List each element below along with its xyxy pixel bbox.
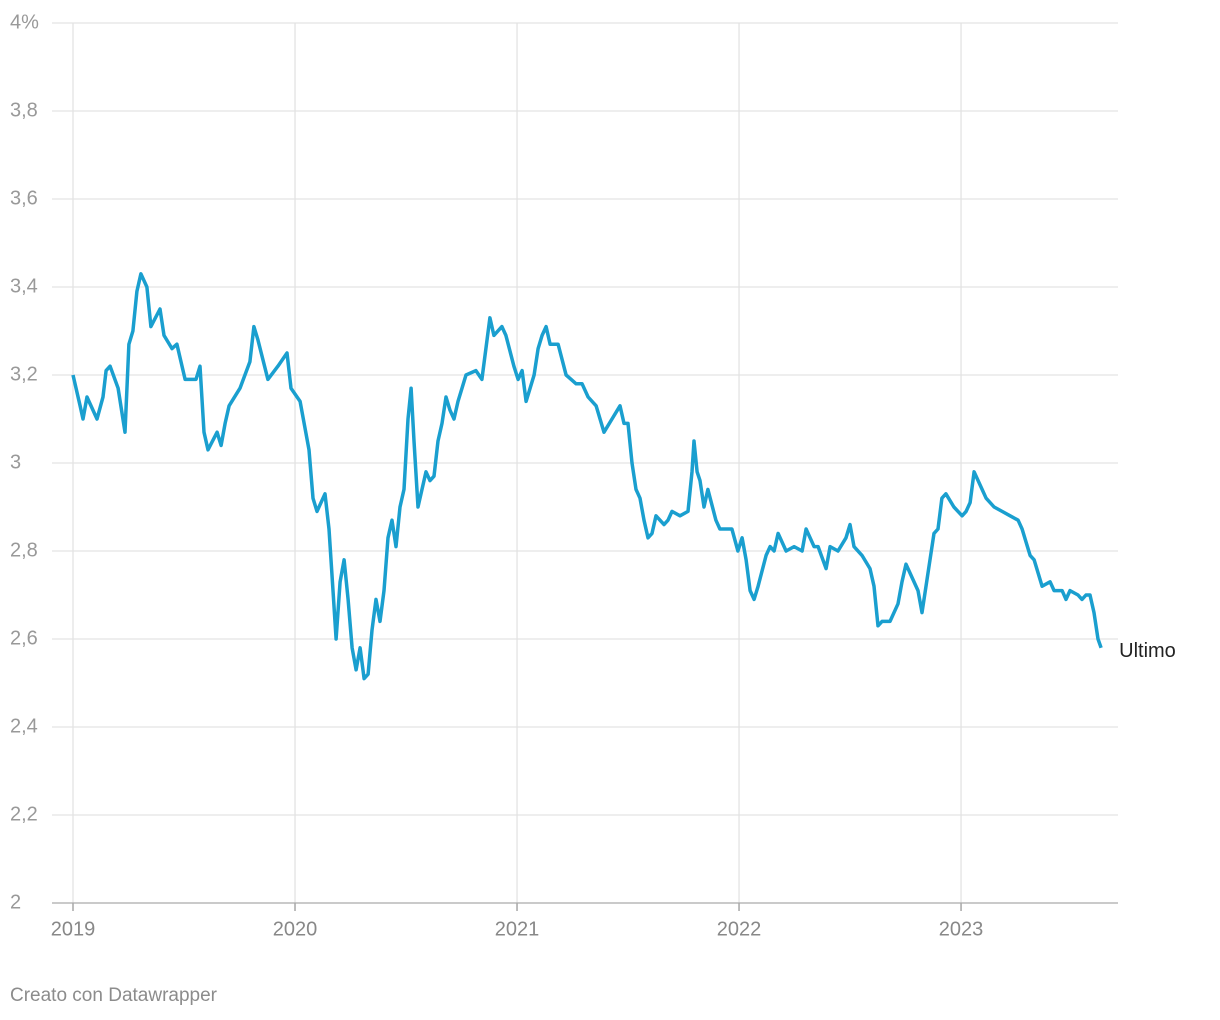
y-tick-label: 4% (10, 11, 39, 33)
y-tick-label: 2,8 (10, 539, 38, 561)
line (71, 272, 1103, 681)
y-tick-label: 3,4 (10, 275, 38, 297)
y-tick-label: 3,8 (10, 99, 38, 121)
x-tick-label: 2020 (273, 918, 318, 940)
y-tick-label: 2,4 (10, 715, 38, 737)
x-tick-label: 2023 (939, 918, 984, 940)
y-tick-label: 2 (10, 891, 21, 913)
y-tick-label: 3,6 (10, 187, 38, 209)
y-tick-label: 2,2 (10, 803, 38, 825)
annotation: Ultimo (1119, 640, 1176, 662)
y-tick-label: 3 (10, 451, 21, 473)
x-tick-label: 2021 (495, 918, 540, 940)
y-tick-label: 3,2 (10, 363, 38, 385)
x-tick-label: 2022 (717, 918, 762, 940)
x-tick-label: 2019 (51, 918, 96, 940)
y-tick-label: 2,6 (10, 627, 38, 649)
credit: Creato con Datawrapper (10, 985, 218, 1006)
